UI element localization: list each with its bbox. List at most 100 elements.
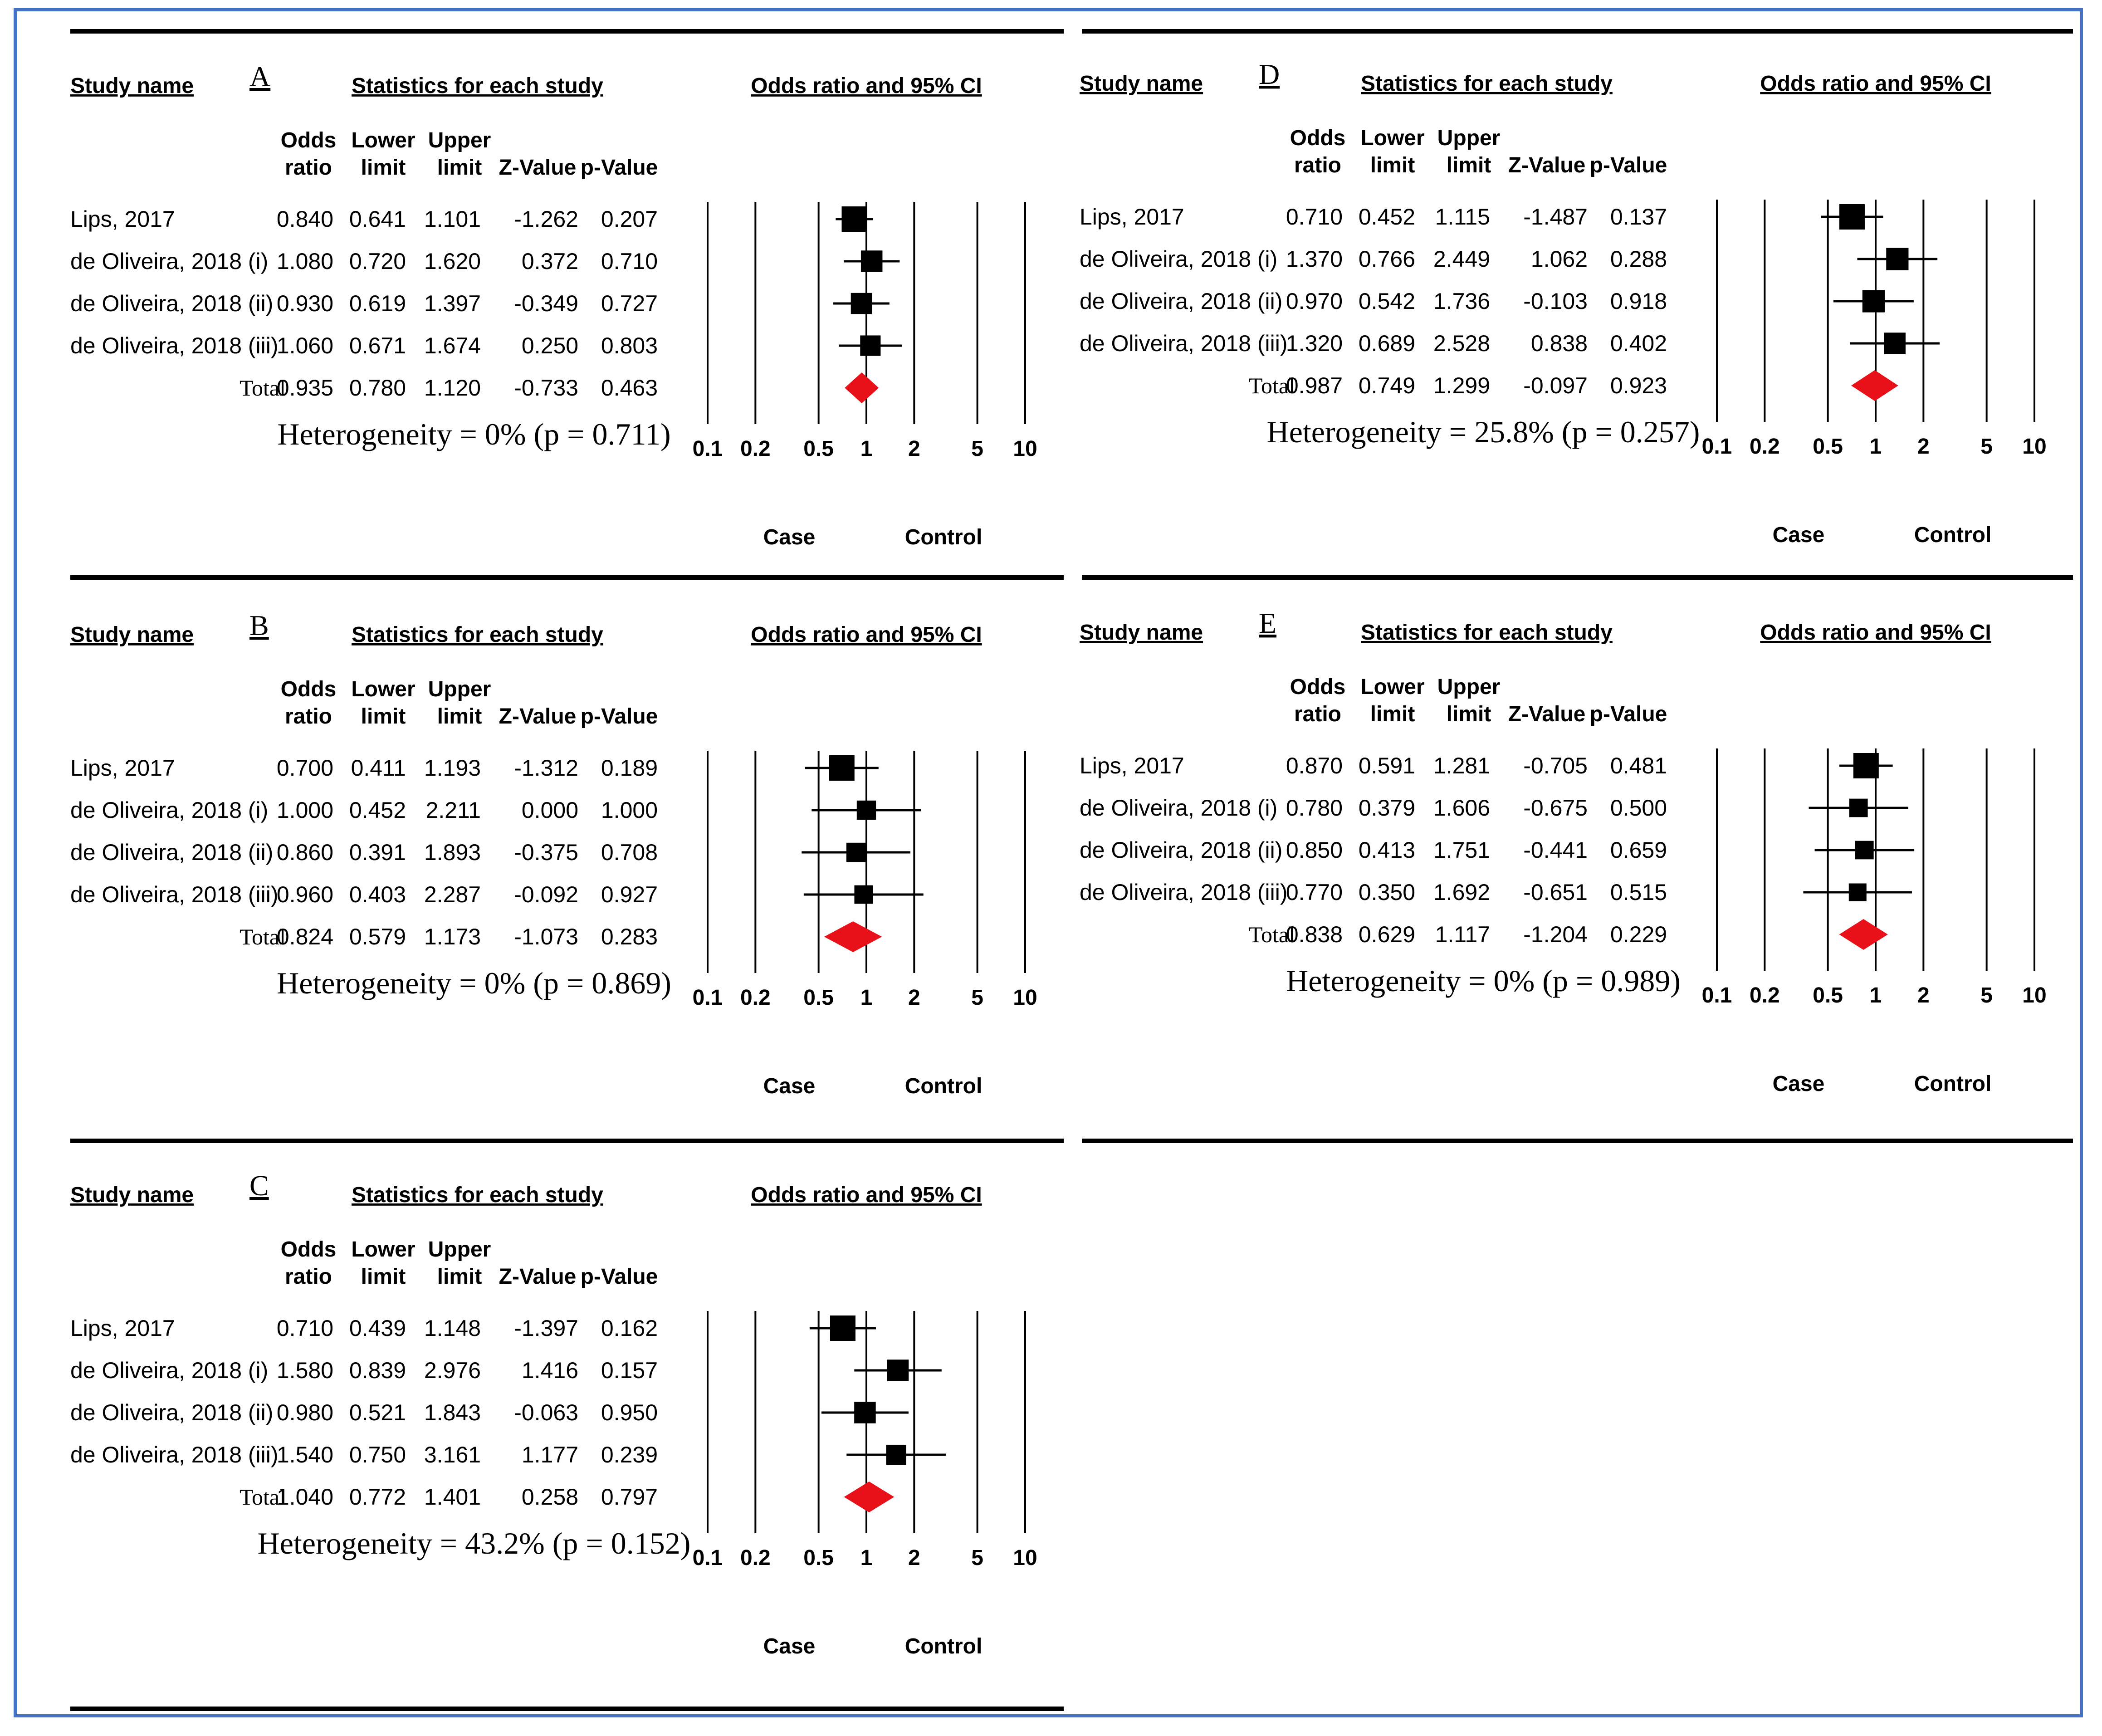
tick-label: 0.2 [740, 986, 771, 1010]
study-z: 1.062 [1531, 246, 1588, 272]
study-upper: 1.606 [1433, 795, 1490, 821]
study-upper: 1.148 [424, 1315, 481, 1341]
study-lower: 0.591 [1359, 753, 1415, 778]
study-effect-box [887, 1359, 909, 1381]
heterogeneity-label: Heterogeneity = 0% (p = 0.869) [277, 966, 671, 1000]
study-effect-box [854, 1402, 876, 1423]
study-upper: 3.161 [424, 1442, 481, 1467]
study-name: de Oliveira, 2018 (i) [70, 797, 268, 823]
header-z-value: Z-Value [499, 1265, 577, 1289]
study-name: Lips, 2017 [70, 1315, 175, 1341]
total-label: Total [1249, 373, 1295, 398]
header-statistics: Statistics for each study [352, 1183, 603, 1207]
header-lower-limit: limit [361, 156, 406, 180]
study-p: 0.481 [1610, 753, 1667, 778]
study-lower: 0.750 [349, 1442, 406, 1467]
header-z-value: Z-Value [499, 704, 577, 729]
study-upper: 1.193 [424, 755, 481, 781]
tick-label: 2 [908, 437, 920, 461]
study-upper: 1.736 [1433, 289, 1490, 314]
total-upper: 1.120 [424, 375, 481, 401]
header-p-value: p-Value [1590, 153, 1667, 177]
study-or: 1.320 [1286, 331, 1343, 356]
header-upper-limit: limit [437, 704, 482, 729]
study-lower: 0.766 [1359, 246, 1415, 272]
header-ratio: ratio [1294, 702, 1341, 726]
total-or: 0.935 [277, 375, 333, 401]
study-name: Lips, 2017 [70, 755, 175, 781]
study-or: 0.960 [277, 882, 333, 907]
forest-plot-svg: Study name Statistics for each study Odds r… [70, 1169, 1037, 1658]
study-name: Lips, 2017 [70, 206, 175, 232]
header-statistics: Statistics for each study [352, 74, 603, 98]
favours-control-label: Control [1914, 1072, 1992, 1096]
total-z: -0.733 [514, 375, 578, 401]
study-upper: 2.211 [426, 797, 481, 823]
study-name: de Oliveira, 2018 (iii) [70, 882, 279, 907]
study-p: 0.659 [1610, 837, 1667, 863]
header-lower-limit: limit [361, 704, 406, 729]
panel-letter: A [249, 60, 270, 93]
tick-label: 10 [2022, 983, 2046, 1007]
header-upper: Upper [1437, 675, 1501, 699]
forest-plot-svg: Study name Statistics for each study Odds r… [1080, 58, 2047, 547]
study-or: 1.080 [277, 249, 333, 274]
study-effect-box [1849, 798, 1868, 817]
study-name: de Oliveira, 2018 (i) [1080, 246, 1277, 272]
tick-label: 2 [908, 1546, 920, 1570]
study-lower: 0.379 [1359, 795, 1415, 821]
total-upper: 1.299 [1433, 373, 1490, 398]
header-upper-limit: limit [437, 156, 482, 180]
study-effect-box [1848, 883, 1867, 901]
tick-label: 5 [1980, 983, 1993, 1007]
header-lower-limit: limit [361, 1265, 406, 1289]
study-upper: 1.397 [424, 291, 481, 316]
tick-label: 0.5 [803, 986, 834, 1010]
study-upper: 1.843 [424, 1400, 481, 1425]
panel-letter: C [249, 1169, 269, 1202]
total-z: -0.097 [1523, 373, 1588, 398]
heterogeneity-label: Heterogeneity = 0% (p = 0.711) [277, 417, 670, 451]
tick-label: 10 [1013, 437, 1037, 461]
plot-title: Odds ratio and 95% CI [1760, 72, 1991, 96]
tick-label: 0.1 [1702, 435, 1732, 459]
tick-label: 0.5 [1813, 983, 1843, 1007]
study-z: -1.312 [514, 755, 578, 781]
header-z-value: Z-Value [1508, 702, 1586, 726]
forest-panel-c: Study name Statistics for each study Odds r… [70, 1143, 1068, 1683]
study-p: 1.000 [601, 797, 658, 823]
study-effect-box [886, 1444, 906, 1465]
study-lower: 0.350 [1359, 880, 1415, 905]
summary-diamond [845, 372, 879, 403]
header-odds: Odds [281, 1237, 337, 1262]
study-effect-box [851, 293, 872, 314]
study-p: 0.500 [1610, 795, 1667, 821]
header-p-value: p-Value [581, 704, 658, 729]
study-name: de Oliveira, 2018 (iii) [1080, 331, 1288, 356]
study-or: 1.580 [277, 1358, 333, 1383]
tick-label: 10 [1013, 1546, 1037, 1570]
study-p: 0.710 [601, 249, 658, 274]
study-name: Lips, 2017 [1080, 204, 1184, 230]
summary-diamond [844, 1482, 895, 1512]
study-upper: 2.976 [424, 1358, 481, 1383]
study-lower: 0.452 [349, 797, 406, 823]
heterogeneity-label: Heterogeneity = 25.8% (p = 0.257) [1267, 415, 1700, 449]
total-or: 0.987 [1286, 373, 1343, 398]
panel-letter: B [249, 609, 269, 641]
study-or: 0.860 [277, 840, 333, 865]
header-statistics: Statistics for each study [1361, 72, 1613, 96]
favours-case-label: Case [1773, 523, 1825, 547]
study-p: 0.189 [601, 755, 658, 781]
favours-case-label: Case [1773, 1072, 1825, 1096]
favours-control-label: Control [905, 525, 983, 549]
header-upper-limit: limit [1447, 702, 1491, 726]
study-or: 0.710 [277, 1315, 333, 1341]
study-name: de Oliveira, 2018 (iii) [70, 1442, 279, 1467]
tick-label: 2 [1917, 983, 1930, 1007]
study-p: 0.137 [1610, 204, 1667, 230]
header-study-name: Study name [1080, 72, 1203, 96]
header-p-value: p-Value [581, 1265, 658, 1289]
study-upper: 1.893 [424, 840, 481, 865]
study-or: 0.840 [277, 206, 333, 232]
